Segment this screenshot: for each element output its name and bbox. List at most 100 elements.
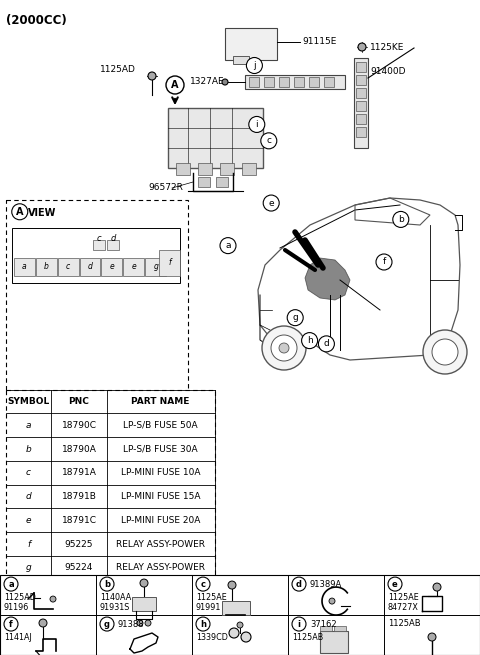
Text: 37162: 37162 (310, 620, 336, 629)
Text: c: c (266, 136, 271, 145)
Bar (123, 258, 144, 276)
Circle shape (145, 620, 151, 626)
Circle shape (388, 577, 402, 591)
Bar (279, 77, 289, 87)
Bar (198, 177, 210, 187)
Text: 91400D: 91400D (370, 67, 406, 77)
Text: SYMBOL: SYMBOL (7, 397, 50, 406)
Bar (356, 75, 366, 85)
Text: 91389A: 91389A (310, 580, 342, 589)
Text: A: A (171, 80, 179, 90)
Bar (294, 77, 304, 87)
Bar (176, 163, 190, 175)
Text: c: c (201, 580, 205, 589)
Bar (80, 258, 100, 276)
Circle shape (301, 333, 318, 348)
Text: b: b (104, 580, 110, 589)
Text: d: d (87, 262, 93, 271)
Text: a: a (26, 421, 31, 430)
Text: a: a (225, 241, 231, 250)
Text: c: c (66, 262, 70, 271)
Bar (0, 575, 480, 655)
Text: 1327AE: 1327AE (191, 77, 225, 86)
Circle shape (166, 76, 184, 94)
Circle shape (148, 72, 156, 80)
Circle shape (318, 336, 335, 352)
Bar (356, 62, 366, 72)
Circle shape (292, 617, 306, 631)
Text: f: f (27, 540, 30, 548)
Bar (320, 631, 348, 653)
Circle shape (12, 204, 28, 220)
Circle shape (246, 58, 263, 73)
Circle shape (241, 632, 251, 642)
Circle shape (262, 326, 306, 370)
Text: 18791A: 18791A (61, 468, 96, 477)
Bar (216, 177, 228, 187)
Text: b: b (44, 262, 48, 271)
Text: 91388: 91388 (118, 620, 144, 629)
Text: 1140AA: 1140AA (100, 593, 131, 602)
Circle shape (220, 238, 236, 253)
Text: 18791B: 18791B (61, 492, 96, 501)
Text: LP-S/B FUSE 50A: LP-S/B FUSE 50A (123, 421, 198, 430)
Text: g: g (292, 313, 298, 322)
Text: 18790A: 18790A (61, 445, 96, 453)
Text: d: d (296, 580, 302, 589)
Text: 91991: 91991 (196, 603, 221, 612)
Text: 18791C: 18791C (61, 516, 96, 525)
Text: 1125AE: 1125AE (388, 593, 419, 602)
Text: 1339CD: 1339CD (196, 633, 228, 642)
Circle shape (279, 343, 289, 353)
Bar (168, 108, 263, 168)
Bar (356, 127, 366, 137)
Bar (159, 250, 180, 276)
Text: RELAY ASSY-POWER: RELAY ASSY-POWER (116, 563, 205, 572)
Text: f: f (9, 620, 13, 629)
Text: e: e (392, 580, 398, 589)
Circle shape (137, 620, 143, 626)
Text: a: a (8, 580, 14, 589)
Bar (6, 390, 215, 580)
Text: a: a (22, 262, 26, 271)
Text: 96572R: 96572R (148, 183, 183, 193)
Text: i: i (298, 620, 300, 629)
Circle shape (292, 577, 306, 591)
Text: LP-MINI FUSE 15A: LP-MINI FUSE 15A (121, 492, 200, 501)
Text: LP-S/B FUSE 30A: LP-S/B FUSE 30A (123, 445, 198, 453)
Bar (6, 200, 188, 393)
Bar (132, 597, 156, 611)
Text: d: d (26, 492, 31, 501)
Text: e: e (268, 198, 274, 208)
Text: i: i (255, 120, 258, 129)
Text: g: g (153, 262, 158, 271)
Text: PNC: PNC (69, 397, 89, 406)
Circle shape (222, 79, 228, 85)
Circle shape (229, 628, 239, 638)
Bar (233, 56, 249, 64)
Bar (198, 163, 212, 175)
Text: 1125AE: 1125AE (196, 593, 227, 602)
Text: c: c (97, 234, 102, 243)
Circle shape (287, 310, 303, 326)
Text: 91931S: 91931S (100, 603, 131, 612)
Circle shape (271, 335, 297, 361)
Circle shape (140, 579, 148, 587)
Text: b: b (26, 445, 31, 453)
Circle shape (50, 596, 56, 602)
Text: 1125AB: 1125AB (388, 619, 420, 628)
Text: e: e (26, 516, 31, 525)
Circle shape (263, 195, 279, 211)
Circle shape (358, 43, 366, 51)
Bar (58, 258, 79, 276)
Bar (36, 258, 57, 276)
Circle shape (393, 212, 409, 227)
Circle shape (432, 339, 458, 365)
Text: 1125AB: 1125AB (292, 633, 323, 642)
Bar (220, 163, 234, 175)
Bar (14, 258, 35, 276)
Circle shape (428, 633, 436, 641)
Circle shape (423, 330, 467, 374)
Bar (93, 240, 105, 250)
Text: b: b (398, 215, 404, 224)
